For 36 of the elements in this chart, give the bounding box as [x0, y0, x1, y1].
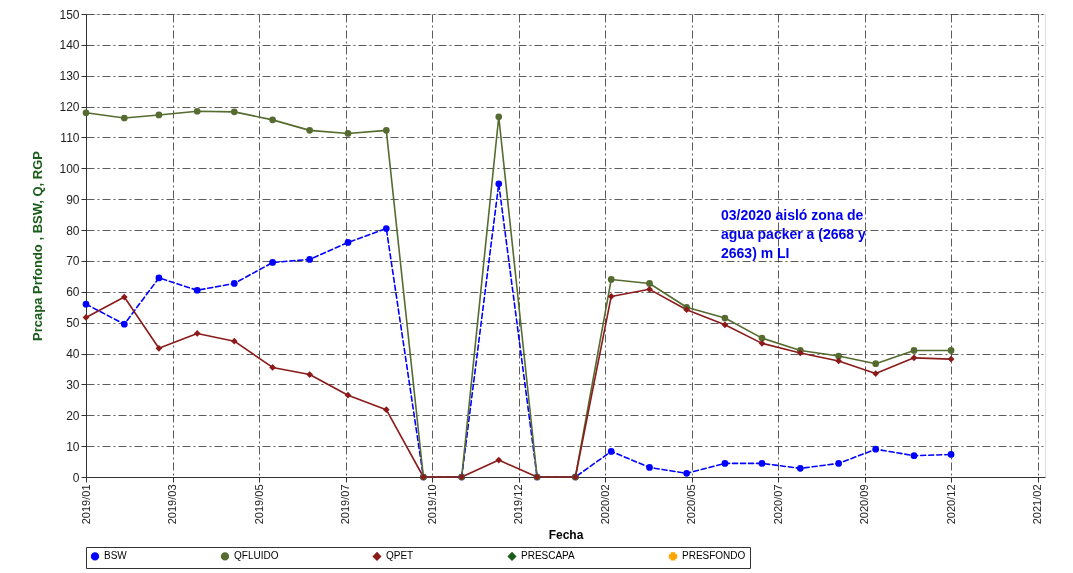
x-tick-label: 2019/10	[425, 484, 438, 525]
x-tick-label: 2020/02	[598, 484, 611, 525]
legend-label: BSW	[104, 550, 128, 562]
y-tick-label: 150	[59, 7, 80, 22]
annotation: 03/2020 aisló zona de agua packer a (2668 y 2663) m LI	[721, 207, 866, 261]
legend-label: PRESCAPA	[521, 550, 576, 562]
y-tick-label: 40	[66, 347, 80, 362]
y-axis-title: Prcapa Prfondo , BSW, Q, RGP	[30, 150, 46, 341]
y-tick-label: 30	[66, 377, 80, 392]
legend-label: QPET	[386, 550, 414, 562]
x-tick-label: 2019/12	[512, 484, 525, 525]
x-axis-title: Fecha	[548, 528, 584, 543]
x-tick-label: 2020/05	[685, 484, 698, 525]
y-tick-label: 0	[72, 470, 80, 485]
y-tick-label: 70	[66, 254, 80, 269]
y-tick-label: 110	[60, 130, 80, 145]
y-tick-label: 20	[66, 408, 80, 423]
x-tick-label: 2020/12	[944, 484, 957, 525]
y-tick-label: 80	[66, 223, 80, 238]
y-tick-label: 50	[66, 316, 80, 331]
x-tick-label: 2020/07	[771, 484, 784, 525]
legend-label: PRESFONDO	[682, 550, 746, 562]
x-tick-label: 2019/07	[339, 484, 352, 525]
legend-label: QFLUIDO	[234, 550, 279, 562]
y-tick-label: 120	[59, 100, 80, 115]
x-tick-label: 2020/09	[858, 484, 871, 525]
x-tick-label: 2019/01	[79, 484, 92, 525]
y-tick-label: 60	[66, 285, 80, 300]
y-tick-label: 140	[59, 38, 80, 53]
y-tick-label: 100	[59, 161, 80, 176]
y-tick-label: 90	[66, 192, 80, 207]
x-tick-label: 2021/02	[1031, 484, 1044, 525]
x-tick-label: 2019/03	[166, 484, 179, 525]
y-tick-label: 10	[66, 439, 80, 454]
x-tick-label: 2019/05	[252, 484, 265, 525]
y-tick-label: 130	[59, 69, 80, 84]
